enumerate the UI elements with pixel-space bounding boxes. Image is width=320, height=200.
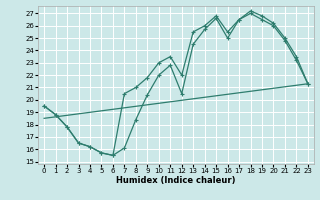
X-axis label: Humidex (Indice chaleur): Humidex (Indice chaleur) bbox=[116, 176, 236, 185]
